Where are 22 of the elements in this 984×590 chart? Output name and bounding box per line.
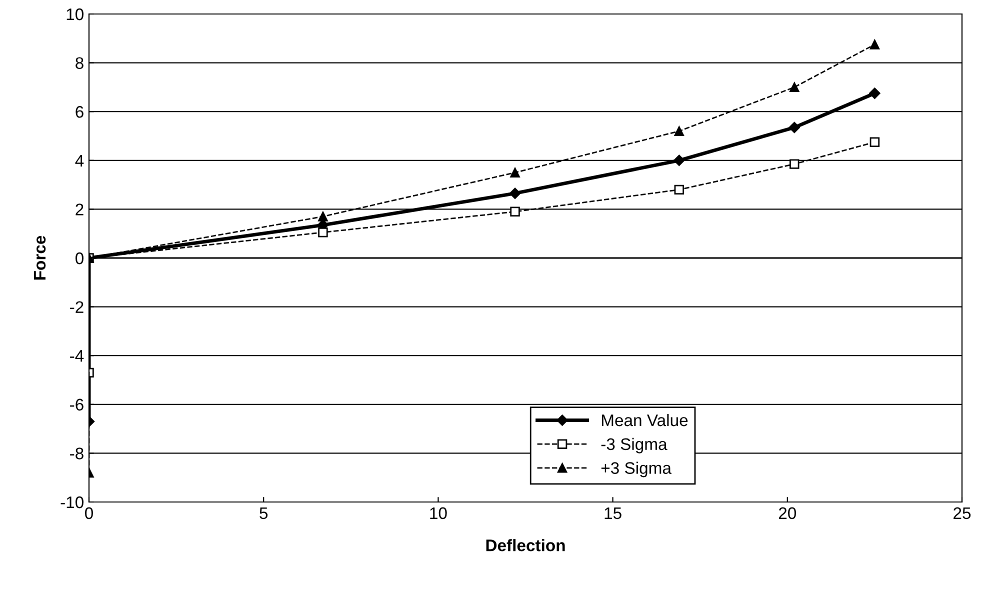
y-tick-label: -6 (70, 398, 84, 411)
y-tick-label: -4 (70, 350, 84, 362)
y-tick-label: 8 (76, 57, 84, 70)
legend-label: Mean Value (602, 414, 688, 426)
x-tick-label: 5 (260, 507, 268, 520)
legend-label: +3 Sigma (601, 462, 672, 478)
y-tick-label: 0 (76, 252, 84, 264)
y-tick-label: 2 (76, 204, 84, 216)
x-tick-label: 10 (430, 507, 447, 520)
legend-label: -3 Sigma (601, 438, 668, 454)
y-tick-label: 10 (66, 8, 84, 20)
x-axis-title: Deflection (486, 539, 565, 552)
y-axis-title: Force (34, 236, 46, 280)
y-tick-label: -10 (60, 496, 84, 508)
x-tick-label: 0 (85, 507, 93, 520)
y-tick-label: 4 (75, 154, 84, 166)
x-tick-label: 15 (604, 507, 622, 520)
y-tick-label: -8 (70, 448, 84, 460)
y-tick-label: -2 (70, 301, 84, 313)
y-tick-label: 6 (76, 106, 84, 118)
x-tick-label: 25 (954, 507, 971, 520)
x-tick-label: 20 (778, 507, 796, 520)
